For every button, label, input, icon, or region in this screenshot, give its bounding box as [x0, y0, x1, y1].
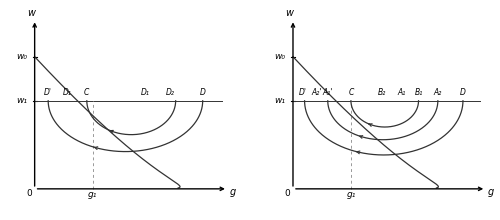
Text: w: w — [285, 8, 293, 18]
Text: g: g — [488, 187, 494, 197]
Text: B₂: B₂ — [378, 88, 386, 97]
Text: B₁: B₁ — [414, 88, 422, 97]
Text: D₁: D₁ — [140, 88, 149, 97]
Text: 0: 0 — [284, 189, 290, 198]
Text: A₁': A₁' — [322, 88, 333, 97]
Text: C: C — [84, 88, 89, 97]
Text: A₁: A₁ — [397, 88, 406, 97]
Text: D: D — [460, 88, 466, 97]
Text: 0: 0 — [26, 189, 32, 198]
Text: w₁: w₁ — [16, 96, 27, 105]
Text: D': D' — [298, 88, 306, 97]
Text: w: w — [27, 8, 35, 18]
Text: g: g — [230, 187, 236, 197]
Text: g₁: g₁ — [346, 190, 356, 199]
Text: C: C — [348, 88, 354, 97]
Text: D₁: D₁ — [63, 88, 72, 97]
Text: w₀: w₀ — [16, 52, 27, 61]
Text: w₁: w₁ — [274, 96, 285, 105]
Text: g₁: g₁ — [88, 190, 98, 199]
Text: D': D' — [44, 88, 52, 97]
Text: D: D — [200, 88, 205, 97]
Text: A₂: A₂ — [434, 88, 442, 97]
Text: w₀: w₀ — [274, 52, 285, 61]
Text: A₂': A₂' — [311, 88, 322, 97]
Text: D₂: D₂ — [166, 88, 174, 97]
